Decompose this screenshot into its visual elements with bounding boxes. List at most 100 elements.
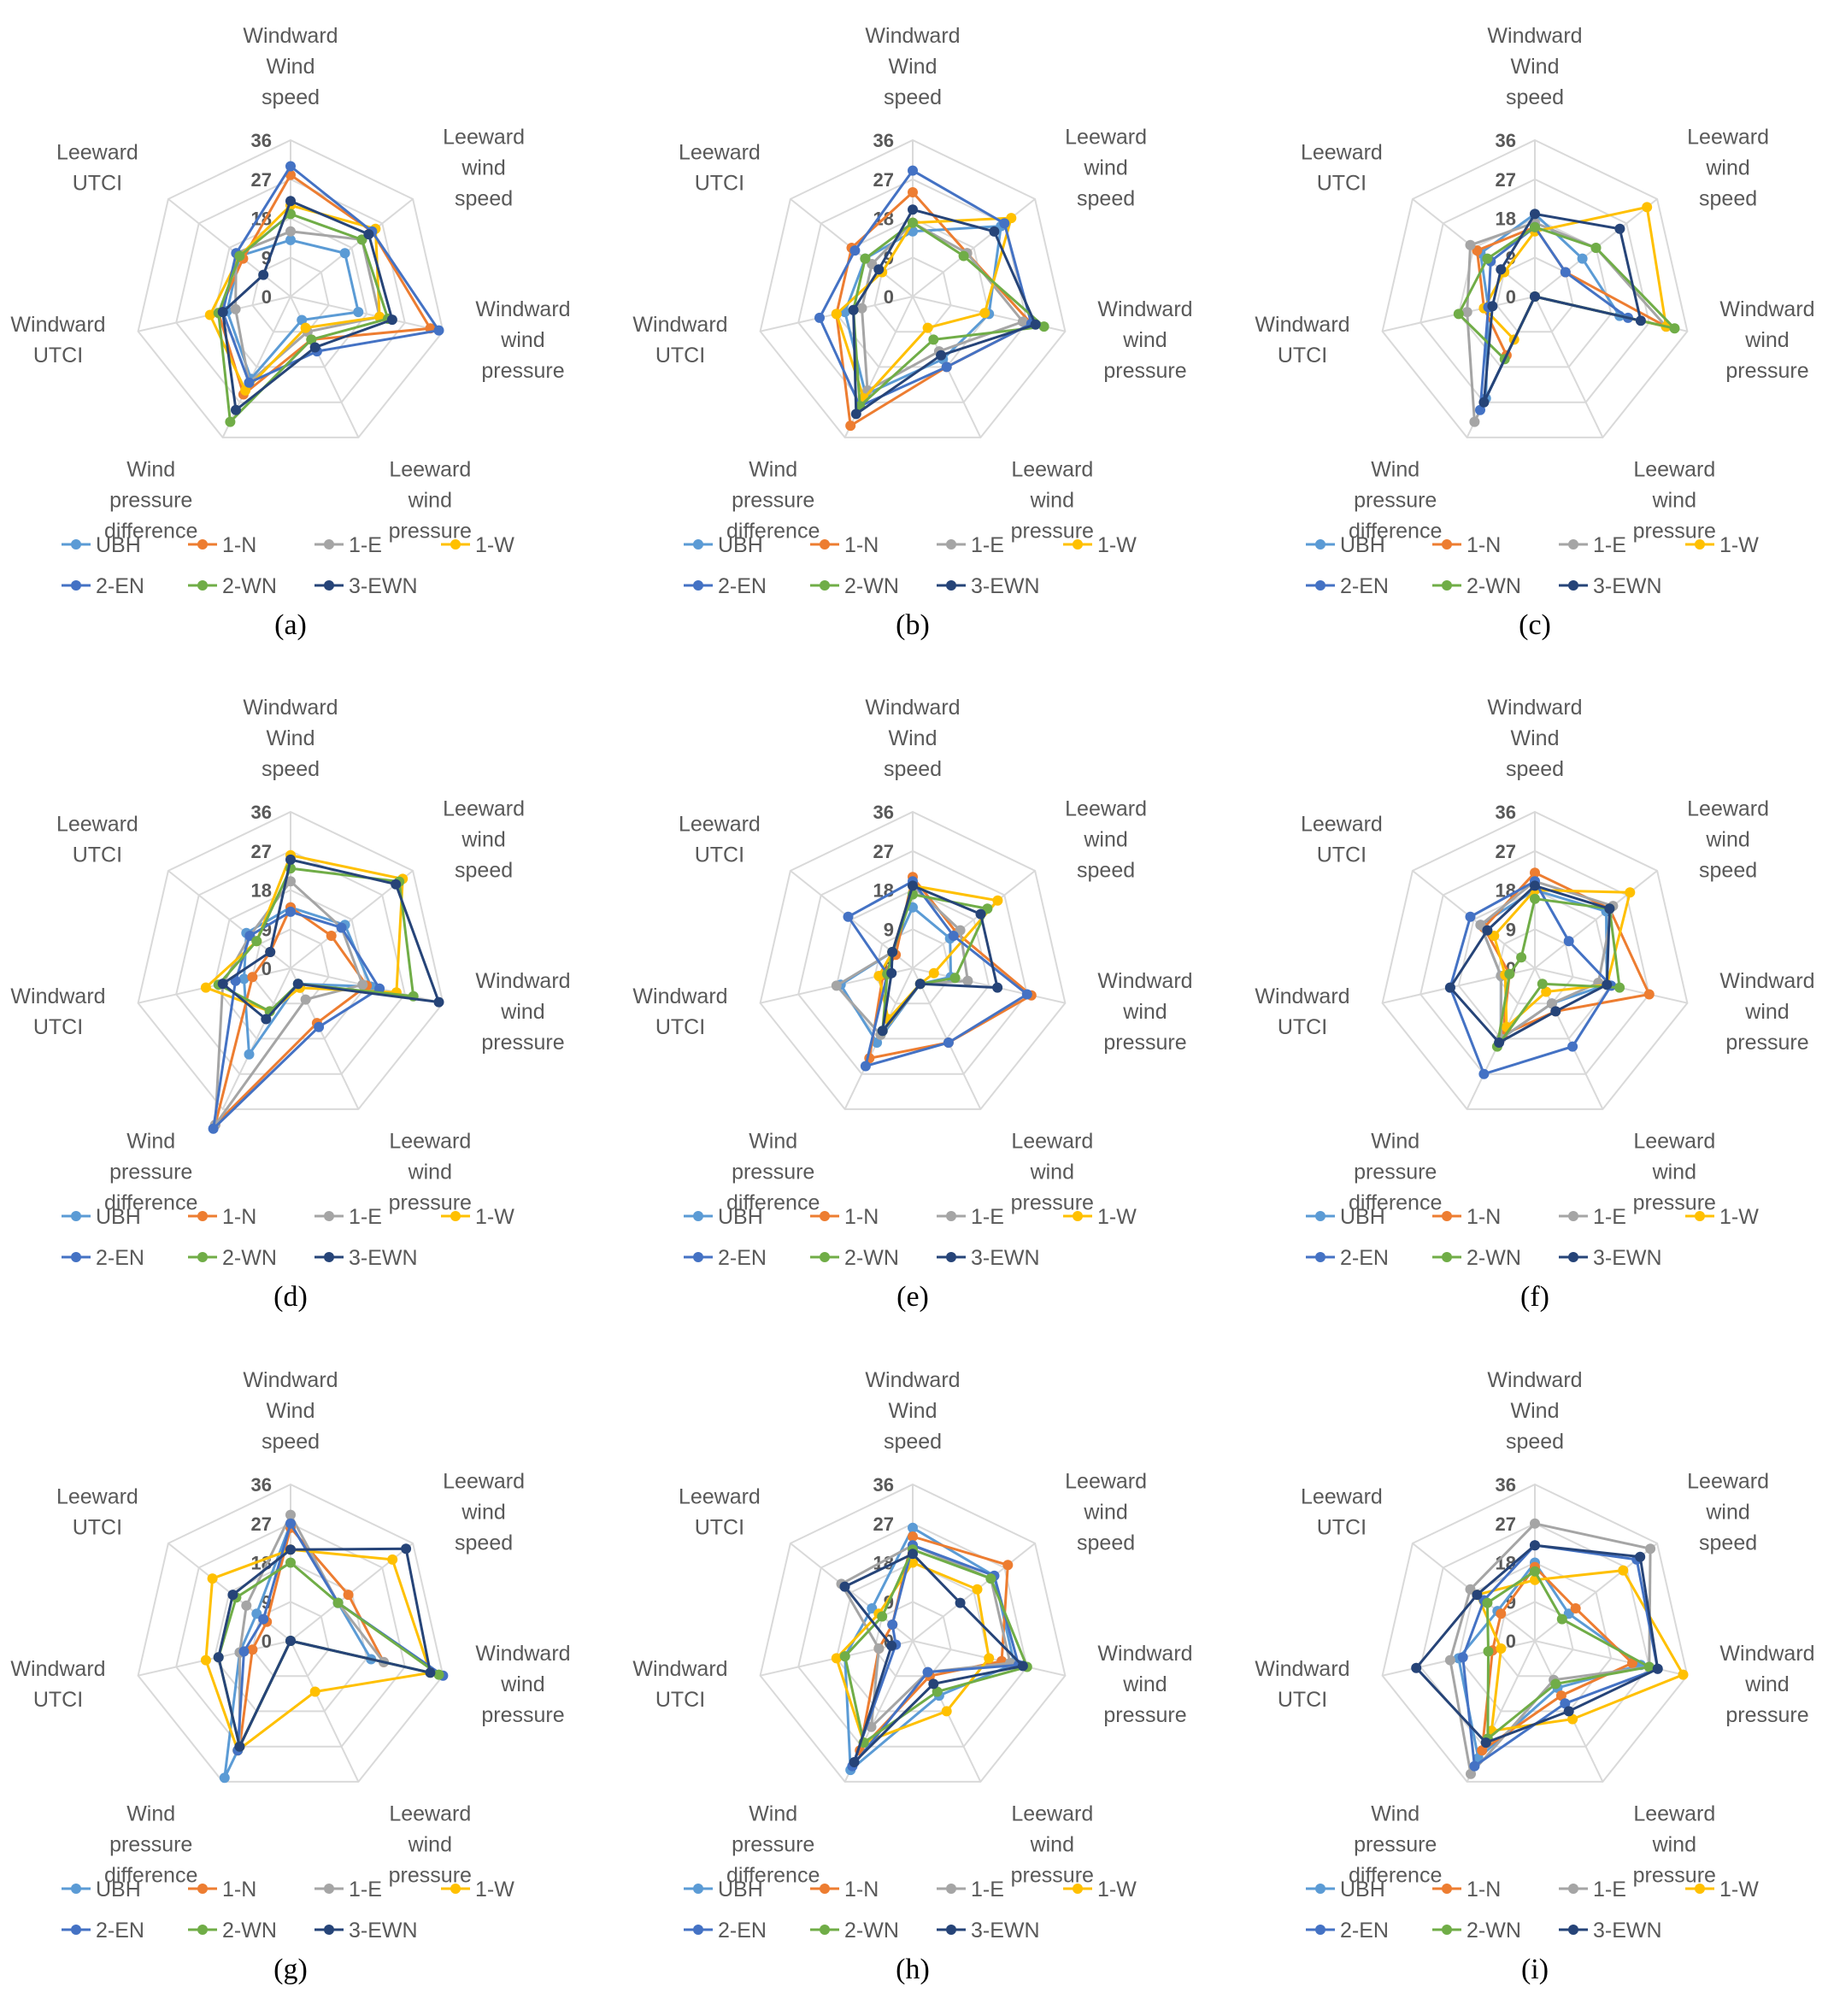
radar-panel-c: 0 9 18 27 36 Windward Wind speed Leeward wind spee…	[1255, 24, 1814, 641]
axis-label: Wind	[889, 1399, 938, 1423]
data-point	[1461, 307, 1472, 318]
data-point	[1590, 243, 1602, 253]
radar-grid	[759, 810, 1067, 1110]
data-point	[1457, 1652, 1468, 1663]
legend-label: 2-WN	[844, 1246, 899, 1270]
axis-label: pressure	[1354, 1160, 1437, 1184]
radar-grid	[137, 138, 444, 438]
data-point	[936, 350, 947, 361]
legend-marker	[946, 1884, 956, 1894]
data-point	[1002, 1560, 1014, 1571]
axis-label: Leeward	[56, 141, 138, 165]
axis-label: Wind	[749, 1801, 797, 1825]
data-point	[401, 1543, 412, 1555]
data-point	[908, 1531, 918, 1542]
legend-marker	[693, 580, 703, 591]
data-point	[873, 1643, 885, 1654]
axis-label: speed	[455, 187, 513, 211]
legend-marker	[1073, 1884, 1083, 1894]
data-point	[433, 996, 444, 1008]
series-line	[843, 1525, 1016, 1773]
axis-label: pressure	[1011, 1190, 1094, 1214]
axis-label: Leeward	[1065, 126, 1147, 150]
data-point	[1469, 1760, 1480, 1772]
legend-item-2-EN: 2-EN	[62, 574, 144, 598]
series-3-EWN	[217, 196, 397, 415]
legend-label: 2-EN	[96, 574, 144, 598]
legend-marker	[1568, 1211, 1578, 1221]
series-2-EN	[814, 165, 1037, 412]
legend-item-UBH: UBH	[684, 533, 763, 557]
legend-label: 1-W	[1097, 1205, 1137, 1229]
legend-item-2-WN: 2-WN	[188, 1919, 277, 1943]
tick-label: 36	[873, 130, 894, 151]
data-point	[1530, 1540, 1540, 1551]
data-point	[1555, 1690, 1566, 1702]
data-point	[831, 309, 842, 320]
axis-label: Windward	[1097, 1642, 1192, 1666]
axis-label: speed	[1699, 859, 1757, 883]
axis-label: Wind	[1511, 55, 1560, 79]
data-point	[1541, 986, 1552, 997]
data-point	[204, 309, 215, 320]
axis-label: Windward	[865, 1368, 960, 1392]
data-point	[1643, 989, 1655, 1000]
data-point	[1496, 1608, 1507, 1619]
axis-label: UTCI	[1317, 172, 1367, 196]
panel-label: (h)	[896, 1954, 930, 1985]
legend-item-1-N: 1-N	[810, 533, 879, 557]
legend-marker	[324, 1925, 334, 1935]
legend-label: 1-W	[475, 1878, 514, 1901]
data-point	[856, 303, 867, 314]
axis-label: Windward	[475, 969, 570, 993]
data-point	[989, 226, 1000, 237]
data-point	[387, 1554, 398, 1565]
legend-item-1-E: 1-E	[1559, 1205, 1626, 1229]
legend-label: 1-W	[1719, 1878, 1759, 1901]
tick-label: 36	[873, 802, 894, 823]
legend-marker	[946, 1925, 956, 1935]
grid-spoke	[221, 967, 291, 1110]
grid-spoke	[290, 198, 414, 297]
grid-ring	[175, 178, 406, 403]
legend-item-1-N: 1-N	[1432, 1878, 1501, 1901]
legend-item-1-E: 1-E	[314, 1205, 382, 1229]
data-point	[309, 1686, 320, 1697]
axis-label: pressure	[1725, 359, 1808, 383]
legend-label: 2-WN	[222, 1246, 277, 1270]
legend-marker	[324, 539, 334, 550]
legend: UBH 1-N 1-E 1-W 2-EN 2-WN 3-EWN	[1306, 1878, 1759, 1943]
series-line	[211, 910, 382, 1132]
legend-marker	[197, 1211, 208, 1221]
legend-label: 1-E	[971, 533, 1004, 557]
series-line	[852, 220, 1048, 409]
data-point	[285, 226, 296, 237]
legend-item-3-EWN: 3-EWN	[314, 1246, 418, 1270]
series-3-EWN	[217, 854, 444, 1025]
data-point	[1469, 416, 1480, 427]
legend-item-1-W: 1-W	[1063, 1205, 1137, 1229]
axis-label: speed	[455, 1531, 513, 1555]
data-point	[217, 979, 228, 990]
data-point	[285, 234, 296, 245]
axis-label: Leeward	[1633, 457, 1715, 481]
panel-label: (b)	[896, 609, 930, 641]
axis-label: Leeward	[389, 1129, 471, 1153]
data-point	[1642, 202, 1653, 213]
data-point	[928, 1678, 939, 1690]
axis-label: pressure	[109, 1160, 192, 1184]
tick-label: 36	[1496, 1474, 1516, 1496]
data-point	[1444, 982, 1455, 993]
axis-label: Wind	[889, 726, 938, 750]
data-point	[928, 967, 939, 979]
axis-label: Windward	[865, 24, 960, 48]
data-point	[1560, 1698, 1571, 1709]
legend-item-2-EN: 2-EN	[1306, 1919, 1389, 1943]
axis-label: Windward	[1719, 297, 1814, 321]
grid-ring	[175, 849, 406, 1075]
legend-item-UBH: UBH	[1306, 1878, 1385, 1901]
axis-label: wind	[1705, 1501, 1749, 1525]
data-point	[1482, 1597, 1493, 1608]
legend-item-1-W: 1-W	[1685, 1205, 1759, 1229]
legend-label: 1-E	[971, 1205, 1004, 1229]
